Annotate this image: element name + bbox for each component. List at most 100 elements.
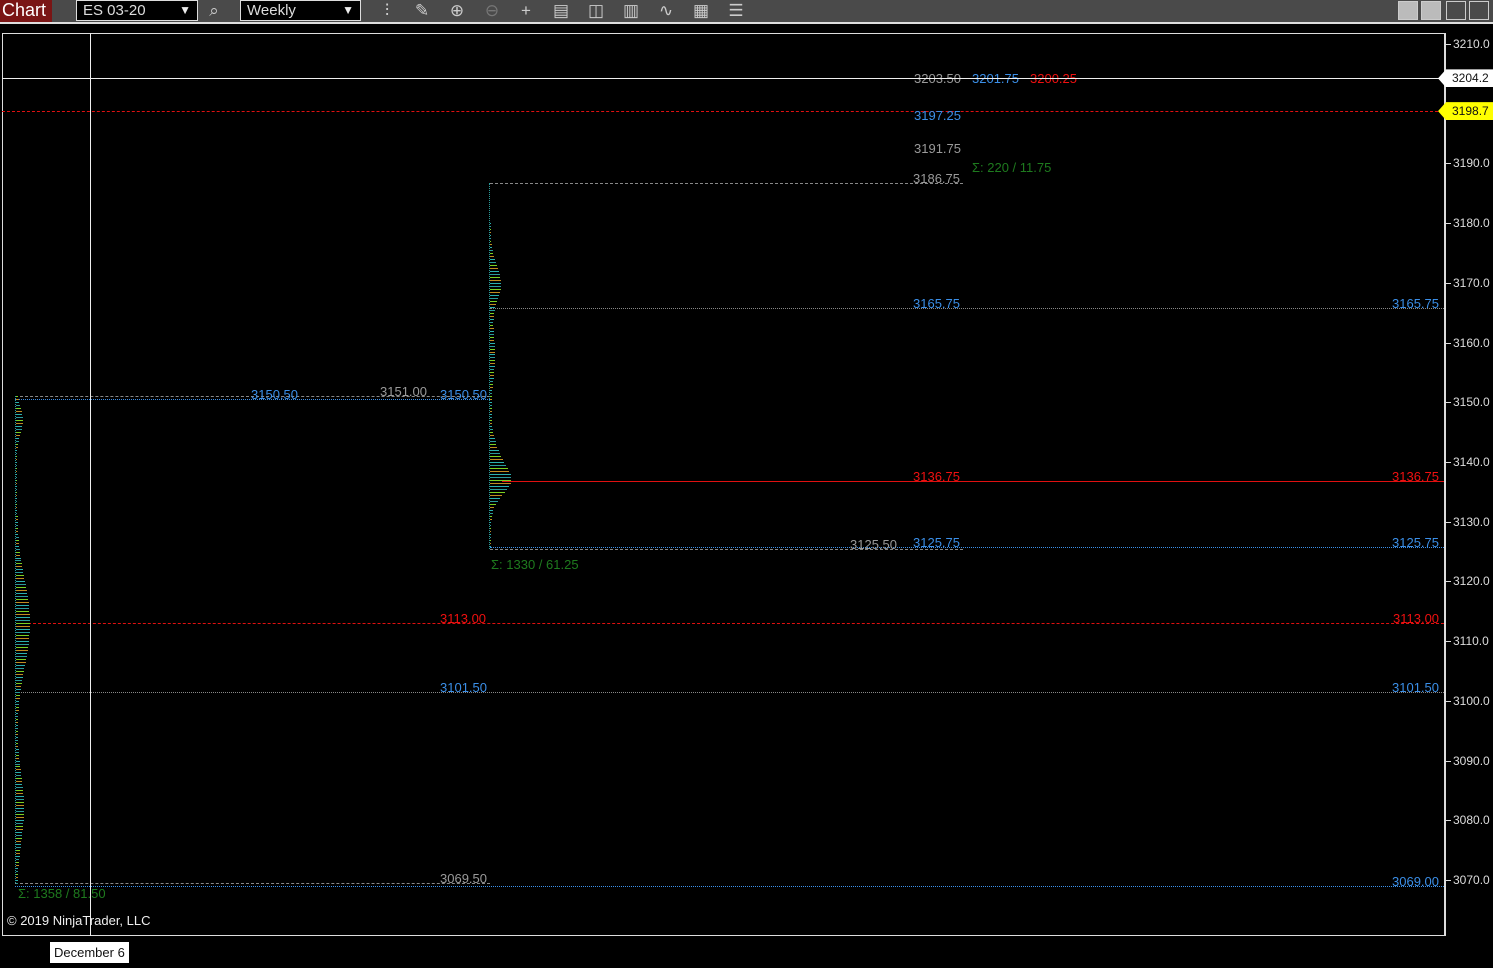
chart-panel[interactable] xyxy=(2,33,1445,936)
profile-bar xyxy=(16,754,20,756)
profile-bar xyxy=(16,593,28,595)
bar-type-icon[interactable]: ⫶ xyxy=(384,1,390,20)
chart-trader-icon[interactable]: ◫ xyxy=(587,1,605,20)
instrument-selector[interactable]: ES 03-20 ▼ xyxy=(76,0,198,21)
profile-bar xyxy=(490,273,500,275)
profile-bar xyxy=(490,524,492,526)
profile-bar xyxy=(490,542,492,544)
profile-bar xyxy=(490,300,498,302)
profile-bar xyxy=(490,339,495,341)
maximize-icon[interactable] xyxy=(1469,1,1489,20)
profile-bar xyxy=(16,808,24,810)
price-level-label: 3101.50 xyxy=(1392,679,1439,695)
profile-bar xyxy=(16,435,20,437)
price-axis[interactable] xyxy=(1445,33,1493,936)
profile-bar xyxy=(16,587,27,589)
profile-bar xyxy=(16,506,18,508)
indicators-icon[interactable]: ▥ xyxy=(622,1,640,20)
profile-bar xyxy=(16,620,30,622)
profile-bar xyxy=(16,438,20,440)
price-level-label: 3165.75 xyxy=(1392,296,1439,312)
tile-icon[interactable] xyxy=(1421,1,1441,20)
list-icon[interactable]: ☰ xyxy=(728,1,744,20)
profile-bar xyxy=(16,473,18,475)
profile-bar xyxy=(16,679,23,681)
search-icon[interactable]: ⌕ xyxy=(209,1,219,20)
zoom-in-icon[interactable]: ⊕ xyxy=(449,1,465,20)
zoom-out-icon[interactable]: ⊖ xyxy=(484,1,500,20)
profile-bar xyxy=(16,653,28,655)
profile-bar xyxy=(16,578,25,580)
axis-tick xyxy=(1445,521,1451,523)
profile-bar xyxy=(16,399,19,401)
profile-bar xyxy=(16,769,21,771)
profile-bar xyxy=(16,644,29,646)
profile-bar xyxy=(16,530,19,532)
period-selector[interactable]: Weekly ▼ xyxy=(240,0,361,21)
profile-bar xyxy=(16,450,18,452)
profile-bar xyxy=(16,757,20,759)
profile-bar xyxy=(490,244,492,246)
price-level-label: 3101.50 xyxy=(440,679,487,695)
profile-bar xyxy=(490,357,495,359)
minimize-icon[interactable] xyxy=(1446,1,1466,20)
profile-bar xyxy=(16,867,19,869)
drawing-pencil-icon[interactable]: ✎ xyxy=(414,1,430,20)
profile-bar xyxy=(16,518,18,520)
profile-bar xyxy=(16,814,24,816)
profile-bar xyxy=(490,327,494,329)
profile-bar xyxy=(16,879,18,881)
profile-bar xyxy=(16,548,20,550)
profile-bar xyxy=(16,629,30,631)
price-level-label: Σ: 1358 / 81.50 xyxy=(18,885,106,901)
level-line xyxy=(15,399,490,401)
properties-icon[interactable]: ▦ xyxy=(692,1,710,20)
strategies-icon[interactable]: ∿ xyxy=(658,1,674,20)
axis-tick-label: 3080.0 xyxy=(1453,813,1490,828)
profile-bar xyxy=(490,441,496,443)
profile-bar xyxy=(16,790,24,792)
profile-bar xyxy=(490,464,507,466)
profile-axis xyxy=(489,182,490,549)
profile-bar xyxy=(490,279,501,281)
profile-bar xyxy=(16,817,24,819)
price-level-label: 3113.00 xyxy=(1393,611,1440,627)
profile-bar xyxy=(16,497,18,499)
profile-bar xyxy=(16,554,21,556)
level-line xyxy=(28,623,1444,625)
profile-bar xyxy=(16,715,19,717)
profile-bar xyxy=(16,775,22,777)
profile-bar xyxy=(490,235,492,237)
profile-bar xyxy=(490,369,495,371)
price-level-label: 3113.00 xyxy=(440,611,487,627)
axis-tick-label: 3090.0 xyxy=(1453,753,1490,768)
profile-bar xyxy=(490,482,511,484)
profile-bar xyxy=(16,784,23,786)
profile-bar xyxy=(490,399,492,401)
profile-bar xyxy=(490,479,512,481)
profile-bar xyxy=(16,482,18,484)
profile-bar xyxy=(490,417,492,419)
profile-bar xyxy=(490,264,497,266)
profile-bar xyxy=(16,632,30,634)
price-level-label: 3165.75 xyxy=(913,296,960,312)
price-level-label: 3150.50 xyxy=(440,387,487,403)
profile-bar xyxy=(490,500,498,502)
profile-bar xyxy=(16,736,19,738)
profile-bar xyxy=(490,467,508,469)
profile-bar xyxy=(16,876,18,878)
profile-bar xyxy=(490,324,494,326)
chart-toolbar: Chart ES 03-20 ▼ ⌕ Weekly ▼ ⫶ ✎ ⊕ ⊖ + ▤ ◫ … xyxy=(0,0,1493,24)
tile-icon[interactable] xyxy=(1398,1,1418,20)
profile-bar xyxy=(490,276,501,278)
profile-bar xyxy=(16,494,18,496)
profile-bar xyxy=(16,500,18,502)
profile-bar xyxy=(16,602,29,604)
profile-bar xyxy=(490,509,494,511)
profile-bar xyxy=(490,438,495,440)
price-level-label: 3136.75 xyxy=(1392,469,1439,485)
data-box-icon[interactable]: ▤ xyxy=(552,1,570,20)
crosshair-icon[interactable]: + xyxy=(521,1,531,20)
profile-bar xyxy=(490,473,511,475)
profile-bar xyxy=(490,411,492,413)
